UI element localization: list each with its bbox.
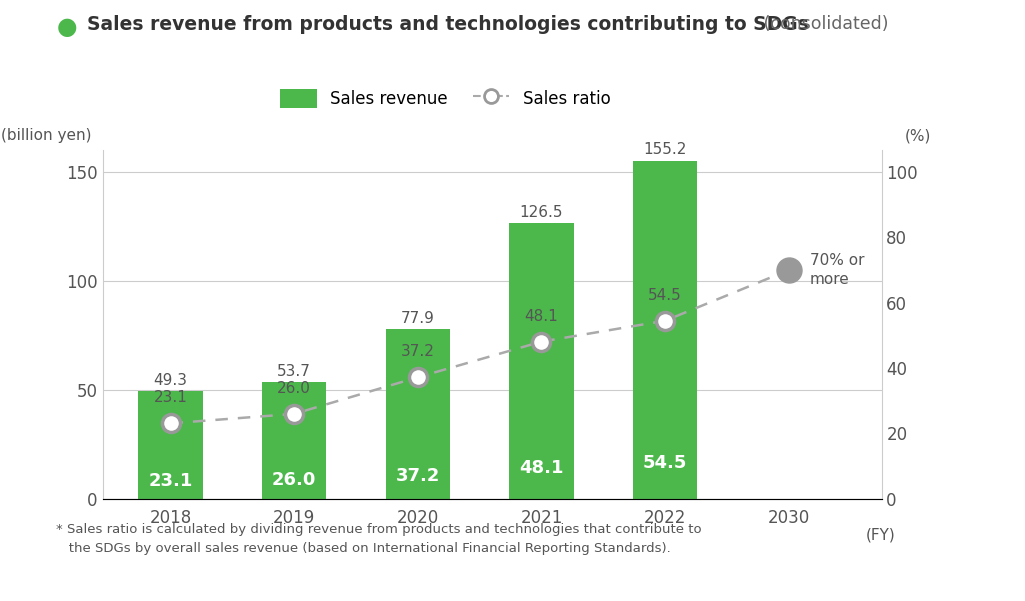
Bar <box>509 223 574 499</box>
Text: 77.9: 77.9 <box>401 311 435 326</box>
Text: (%): (%) <box>905 128 932 143</box>
Text: 37.2: 37.2 <box>401 344 435 359</box>
Text: 49.3: 49.3 <box>154 373 188 388</box>
Text: (consolidated): (consolidated) <box>758 15 889 33</box>
Text: Sales revenue from products and technologies contributing to SDGs: Sales revenue from products and technolo… <box>87 15 809 34</box>
Text: 23.1: 23.1 <box>149 472 193 490</box>
Text: 70% or
more: 70% or more <box>810 252 864 287</box>
Bar <box>385 329 450 499</box>
Text: 48.1: 48.1 <box>525 309 559 324</box>
Text: 126.5: 126.5 <box>520 205 563 220</box>
Text: (billion yen): (billion yen) <box>1 128 91 143</box>
Bar <box>262 382 326 499</box>
Text: 26.0: 26.0 <box>277 381 312 396</box>
Text: * Sales ratio is calculated by dividing revenue from products and technologies t: * Sales ratio is calculated by dividing … <box>56 523 702 555</box>
Text: 155.2: 155.2 <box>644 142 687 157</box>
Text: 23.1: 23.1 <box>154 391 188 405</box>
Text: 37.2: 37.2 <box>396 467 440 485</box>
Bar <box>138 391 203 499</box>
Text: (FY): (FY) <box>865 527 895 542</box>
Bar <box>633 160 697 499</box>
Text: 26.0: 26.0 <box>272 471 317 489</box>
Text: 54.5: 54.5 <box>643 454 688 472</box>
Text: 53.7: 53.7 <box>277 364 312 379</box>
Text: 54.5: 54.5 <box>648 288 682 303</box>
Legend: Sales revenue, Sales ratio: Sales revenue, Sales ratio <box>274 82 617 114</box>
Text: 48.1: 48.1 <box>520 459 564 477</box>
Text: ●: ● <box>56 15 77 39</box>
